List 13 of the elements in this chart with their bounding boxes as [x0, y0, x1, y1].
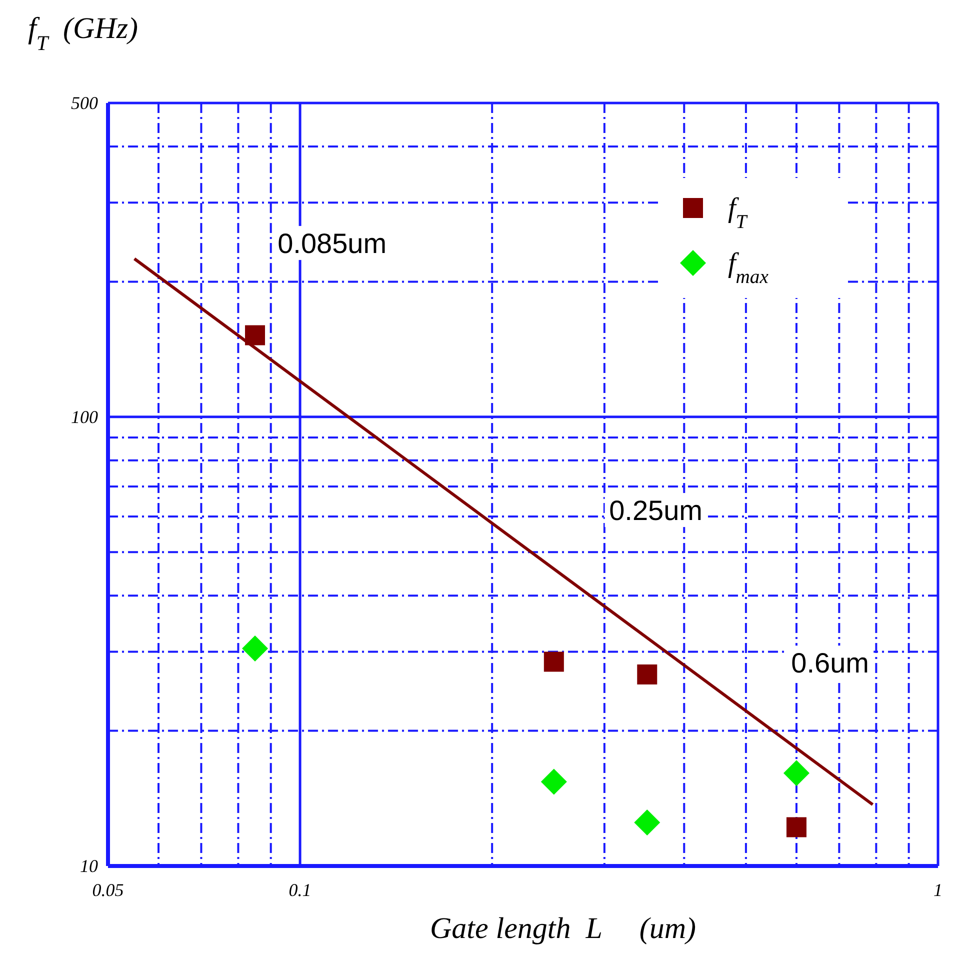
annotation: 0.25um: [609, 495, 703, 526]
x-tick-label: 1: [934, 880, 942, 900]
annotation: 0.6um: [791, 648, 870, 679]
y-tick-label: 100: [71, 406, 98, 427]
x-tick-label: 0.05: [92, 880, 124, 900]
legend-label: f$_{T}$: [728, 193, 749, 232]
x-axis-title: Gate length L (um): [430, 912, 696, 945]
y-tick-label: 10: [80, 856, 98, 876]
legend-label: f$_{max}$: [728, 248, 769, 288]
x-tick-label: 0.1: [288, 880, 312, 900]
y-axis-title: f$_{T}$ (GHz): [28, 12, 138, 55]
annotation: 0.085um: [278, 228, 387, 259]
y-tick-label: 500: [71, 93, 98, 113]
